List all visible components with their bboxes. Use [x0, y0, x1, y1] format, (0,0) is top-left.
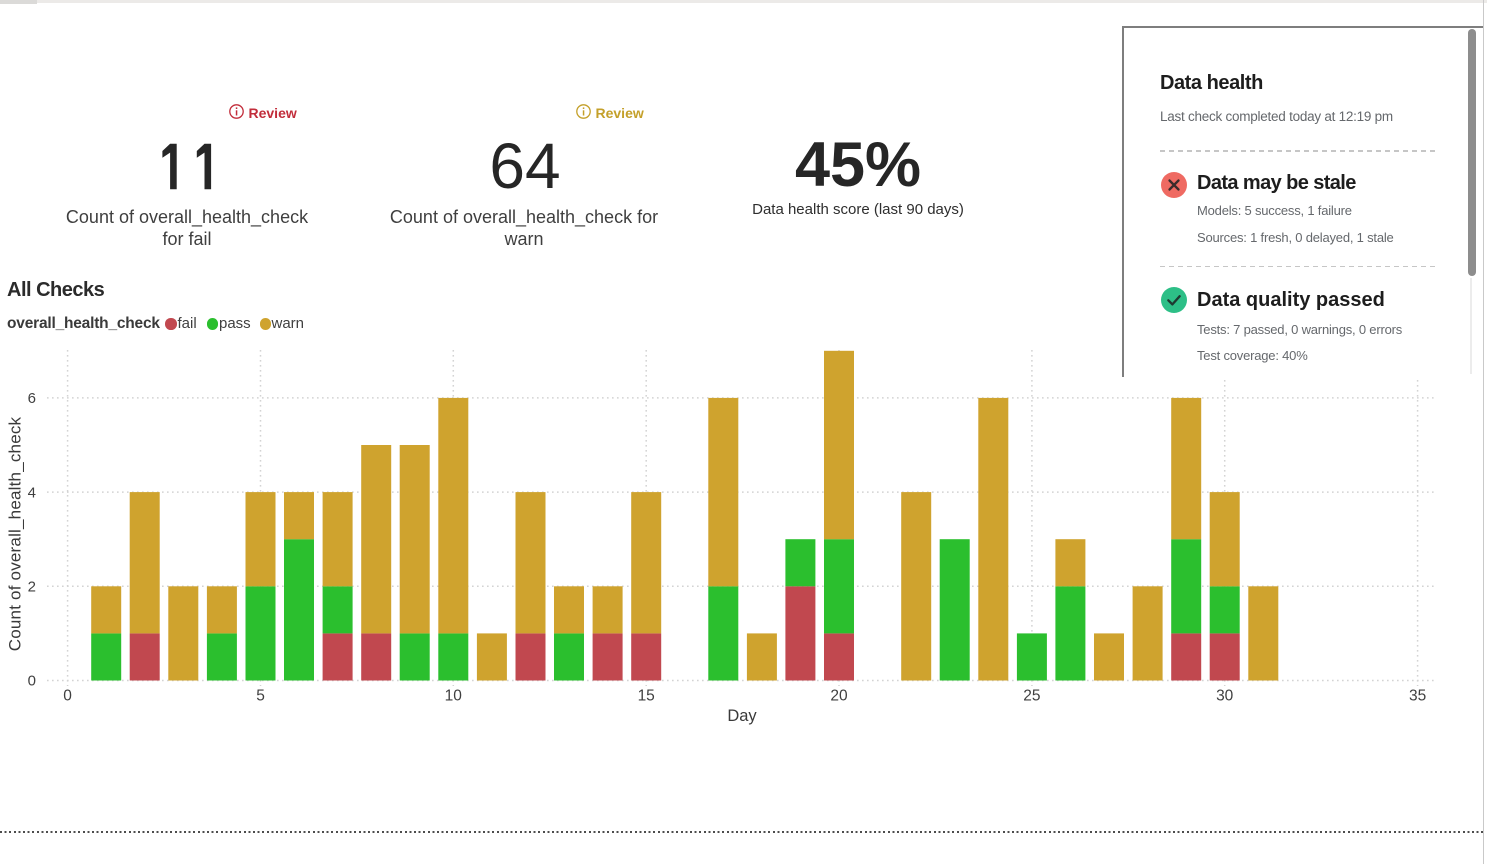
svg-text:35: 35 [1409, 688, 1426, 705]
svg-text:15: 15 [638, 688, 655, 705]
svg-text:4: 4 [28, 484, 36, 501]
svg-text:5: 5 [256, 688, 265, 705]
svg-text:0: 0 [63, 688, 72, 705]
svg-text:20: 20 [830, 688, 848, 705]
svg-text:Day: Day [727, 707, 757, 725]
svg-text:Count of overall_health_check: Count of overall_health_check [6, 416, 25, 651]
svg-text:0: 0 [28, 673, 36, 690]
svg-text:2: 2 [28, 579, 36, 596]
svg-text:6: 6 [28, 390, 36, 407]
svg-text:30: 30 [1216, 688, 1234, 705]
svg-text:25: 25 [1023, 688, 1040, 705]
svg-text:10: 10 [445, 688, 463, 705]
